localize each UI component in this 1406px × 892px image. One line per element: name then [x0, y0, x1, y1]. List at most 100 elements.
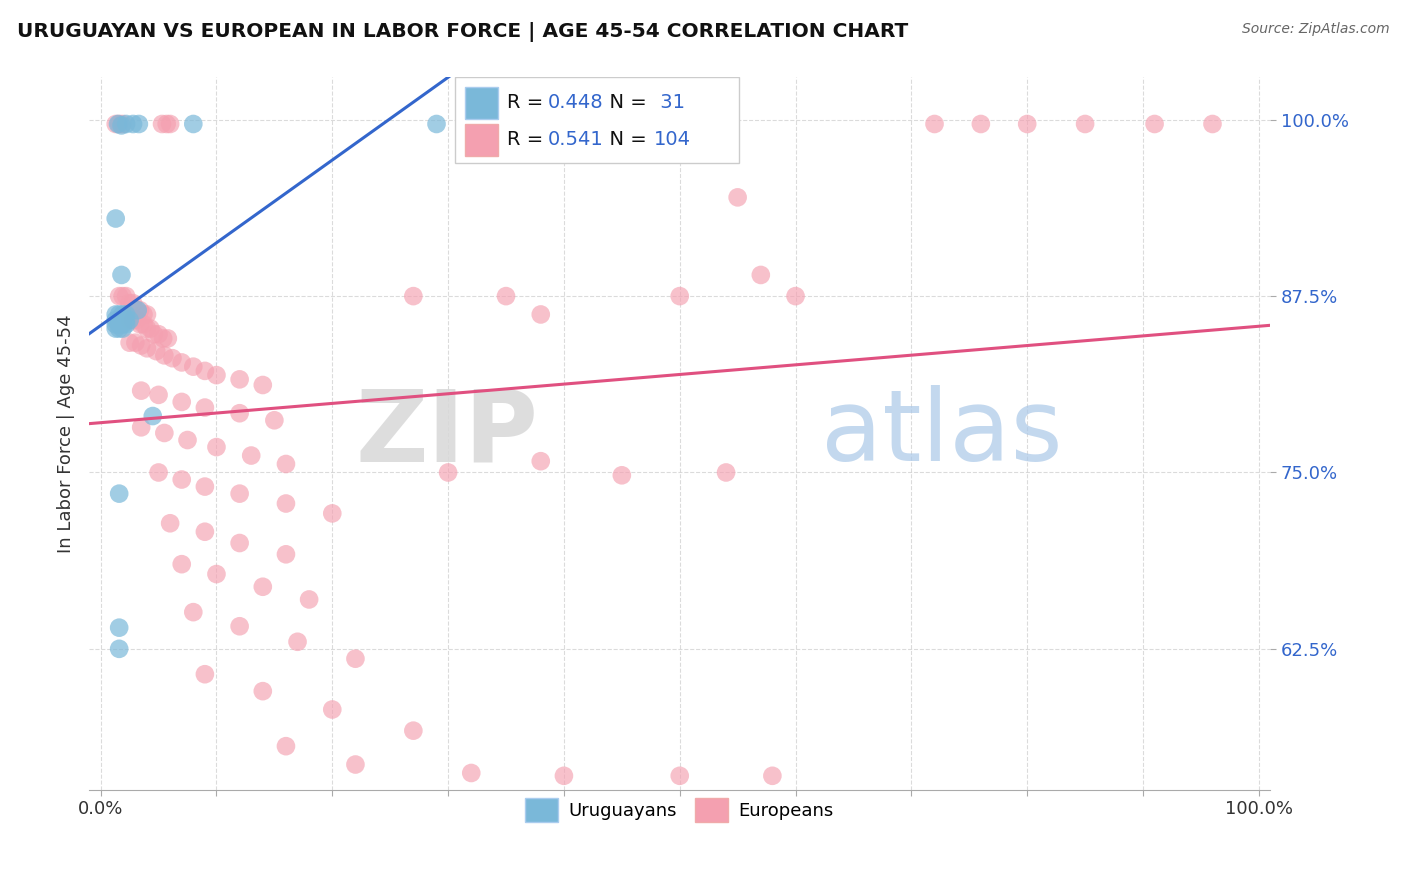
Point [228, 536, 250, 550]
Text: 104: 104 [654, 130, 690, 149]
Point [129, 338, 152, 352]
Point [162, 351, 184, 366]
Point [252, 378, 274, 392]
Text: 0.541: 0.541 [547, 130, 603, 149]
FancyBboxPatch shape [465, 124, 498, 156]
Point [176, 433, 198, 447]
Point [153, 348, 176, 362]
Point [194, 479, 217, 493]
Point [495, 289, 517, 303]
Point [321, 507, 343, 521]
Point [610, 468, 633, 483]
Point [148, 388, 170, 402]
Point [142, 409, 165, 423]
Text: Source: ZipAtlas.com: Source: ZipAtlas.com [1241, 22, 1389, 37]
Point [170, 395, 193, 409]
Point [749, 268, 772, 282]
Point [181, 359, 204, 374]
Point [104, 117, 127, 131]
Point [274, 457, 297, 471]
Point [228, 619, 250, 633]
Point [274, 547, 297, 561]
Point [115, 308, 138, 322]
Point [104, 211, 127, 226]
Point [668, 289, 690, 303]
Point [115, 117, 138, 131]
Point [129, 303, 152, 318]
Point [785, 289, 807, 303]
Point [104, 318, 127, 332]
Point [104, 321, 127, 335]
Point [125, 303, 148, 318]
Point [287, 634, 309, 648]
Point [714, 466, 737, 480]
Point [111, 289, 134, 303]
Point [115, 313, 138, 327]
Point [344, 757, 367, 772]
Point [150, 117, 173, 131]
Point [298, 592, 321, 607]
Point [118, 296, 141, 310]
Point [111, 117, 134, 131]
Point [118, 313, 141, 327]
Point [136, 321, 159, 335]
Point [110, 119, 132, 133]
Point [205, 440, 228, 454]
Point [1074, 117, 1097, 131]
Point [205, 368, 228, 383]
Point [108, 308, 131, 322]
Point [111, 313, 134, 327]
Text: N =: N = [598, 130, 652, 149]
Point [153, 425, 176, 440]
Point [136, 341, 159, 355]
Point [115, 318, 138, 332]
Text: N =: N = [598, 93, 652, 112]
Point [122, 313, 145, 327]
Text: ZIP: ZIP [356, 385, 538, 483]
Point [122, 117, 145, 131]
Point [530, 308, 553, 322]
Point [108, 117, 131, 131]
Point [107, 117, 129, 131]
Point [132, 318, 155, 332]
Text: R =: R = [508, 93, 550, 112]
Point [152, 331, 174, 345]
Point [170, 355, 193, 369]
Point [252, 684, 274, 698]
Point [1143, 117, 1166, 131]
Text: atlas: atlas [821, 385, 1063, 483]
Point [111, 321, 134, 335]
Point [530, 454, 553, 468]
FancyBboxPatch shape [456, 78, 738, 163]
Point [761, 769, 783, 783]
Point [668, 769, 690, 783]
Point [139, 321, 162, 335]
Point [111, 318, 134, 332]
Point [194, 667, 217, 681]
Point [108, 621, 131, 635]
Point [402, 289, 425, 303]
Point [194, 401, 217, 415]
Y-axis label: In Labor Force | Age 45-54: In Labor Force | Age 45-54 [58, 314, 75, 553]
Point [129, 384, 152, 398]
Point [194, 524, 217, 539]
Point [108, 321, 131, 335]
Point [148, 327, 170, 342]
Point [240, 449, 263, 463]
Point [128, 117, 150, 131]
Point [156, 331, 179, 345]
Text: R =: R = [508, 130, 550, 149]
Point [118, 313, 141, 327]
Point [159, 516, 181, 531]
Point [425, 117, 447, 131]
Point [159, 117, 181, 131]
Point [274, 739, 297, 754]
Point [104, 313, 127, 327]
Point [553, 769, 575, 783]
Point [228, 486, 250, 500]
Point [170, 557, 193, 571]
Text: 0.448: 0.448 [547, 93, 603, 112]
Point [156, 117, 179, 131]
Point [108, 289, 131, 303]
Point [111, 308, 134, 322]
